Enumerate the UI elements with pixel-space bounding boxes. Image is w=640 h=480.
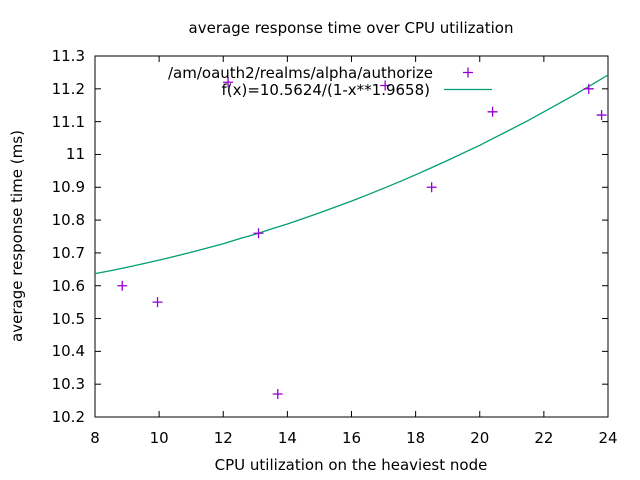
y-tick-label: 10.9 <box>51 178 85 197</box>
x-axis-title: CPU utilization on the heaviest node <box>214 456 488 474</box>
data-point <box>253 228 264 239</box>
data-point <box>117 280 128 291</box>
data-point <box>272 389 283 400</box>
x-tick-label: 20 <box>470 429 490 447</box>
chart-title: average response time over CPU utilizati… <box>188 19 514 37</box>
plot-border <box>94 55 609 418</box>
y-tick-label: 10.3 <box>51 375 85 394</box>
data-point <box>152 297 163 308</box>
x-tick-label: 18 <box>406 429 426 447</box>
legend-entry-points-label: /am/oauth2/realms/alpha/authorize <box>167 64 433 82</box>
data-point <box>426 182 437 193</box>
y-tick-label: 11.3 <box>51 47 85 65</box>
data-point <box>487 106 498 117</box>
data-point <box>380 80 391 91</box>
y-tick-label: 11 <box>65 145 85 164</box>
fit-curve <box>94 74 609 275</box>
data-point <box>596 110 607 121</box>
x-tick-label: 24 <box>598 429 618 447</box>
legend-entry-fit-label: f(x)=10.5624/(1-x**1.9658) <box>221 81 430 99</box>
y-tick-label: 11.2 <box>51 79 85 98</box>
x-tick-label: 10 <box>149 429 169 447</box>
y-tick-label: 11.1 <box>51 112 85 131</box>
y-tick-label: 10.4 <box>51 342 85 361</box>
data-point <box>583 83 594 94</box>
x-tick-label: 14 <box>277 429 297 447</box>
y-axis-title: average response time (ms) <box>8 130 26 342</box>
data-point <box>223 77 234 88</box>
x-tick-label: 8 <box>90 429 100 447</box>
y-tick-label: 10.6 <box>51 276 85 295</box>
x-tick-label: 22 <box>534 429 554 447</box>
y-tick-label: 10.7 <box>51 243 85 262</box>
x-tick-label: 16 <box>341 429 362 447</box>
x-tick-label: 12 <box>213 429 233 447</box>
y-tick-label: 10.2 <box>51 408 85 426</box>
legend-point-marker <box>463 67 473 78</box>
y-tick-label: 10.5 <box>51 309 85 328</box>
y-tick-label: 10.8 <box>51 211 85 230</box>
